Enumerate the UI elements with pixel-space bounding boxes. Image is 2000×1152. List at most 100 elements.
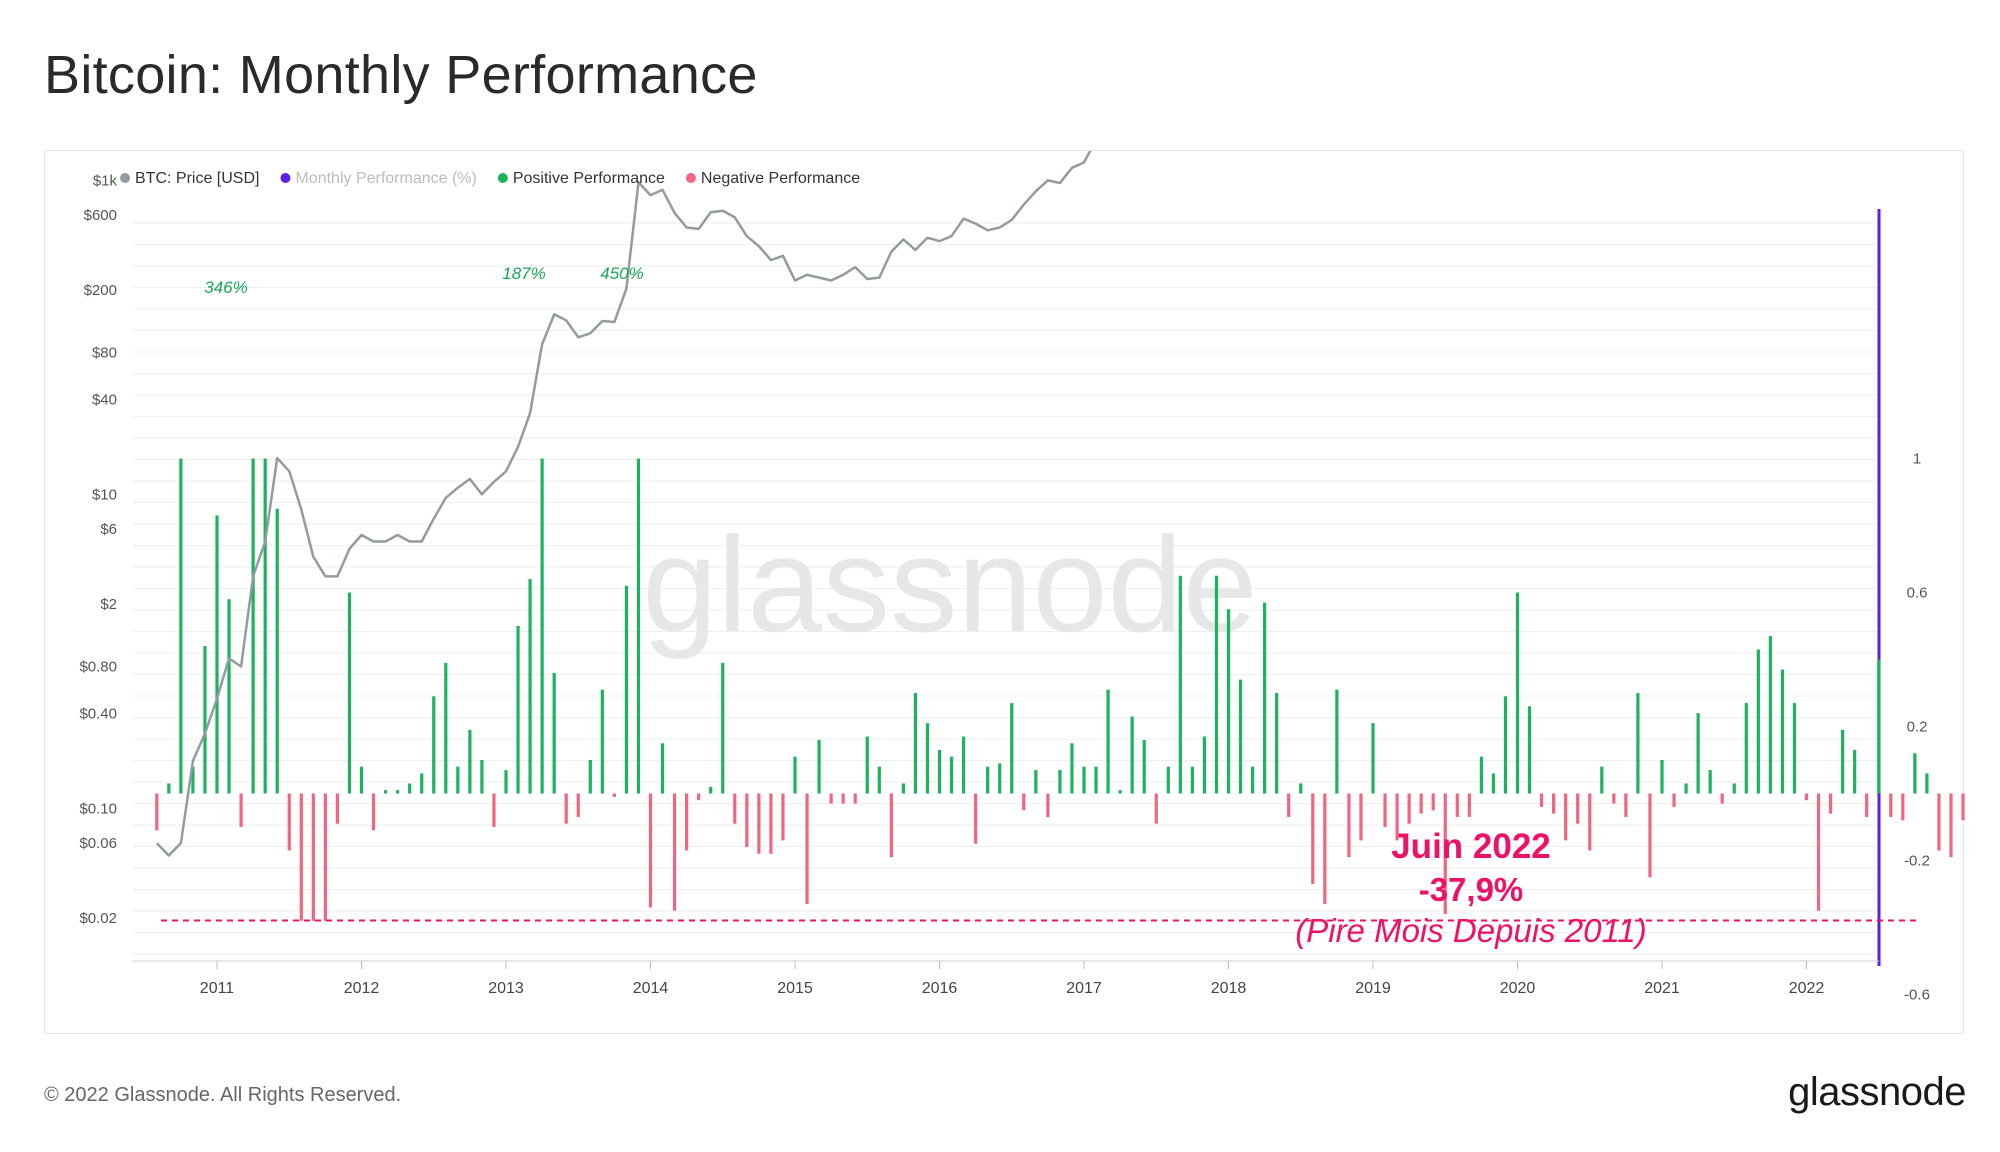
- positive-bar: [1214, 575, 1219, 794]
- negative-bar: [1419, 793, 1423, 814]
- positive-bar: [1250, 766, 1255, 794]
- negative-bar: [805, 793, 809, 905]
- positive-bar: [793, 756, 797, 794]
- negative-bar: [1443, 793, 1447, 915]
- x-tick-label: 2013: [488, 980, 524, 997]
- positive-bar: [444, 662, 448, 794]
- positive-bar: [1780, 669, 1785, 794]
- negative-bar: [1949, 793, 1953, 858]
- negative-bar: [335, 793, 340, 824]
- positive-bar: [1732, 783, 1736, 794]
- positive-bar: [1479, 756, 1483, 794]
- y-left-tick-label: $6: [100, 521, 117, 538]
- negative-bar: [1287, 793, 1291, 817]
- negative-bar: [323, 793, 327, 921]
- negative-bar: [733, 793, 737, 824]
- y-right-tick-label: 1: [1913, 451, 1921, 468]
- negative-bar: [769, 793, 773, 854]
- negative-bar: [1720, 793, 1724, 804]
- positive-bar: [468, 729, 472, 794]
- price-line: [155, 151, 1092, 857]
- chart-panel: glassnode $100k$60k$20k$8k$4k$1k$600$200$…: [44, 150, 1965, 1034]
- legend-marker: [120, 173, 130, 183]
- x-tick-label: 2017: [1066, 980, 1102, 997]
- negative-bar: [1539, 793, 1544, 807]
- positive-bar: [925, 723, 930, 794]
- positive-bar: [1202, 736, 1207, 794]
- positive-bar: [540, 458, 544, 794]
- x-tick-label: 2021: [1644, 980, 1680, 997]
- y-axis-right: 1 0.6 0.2 -0.2 -0.6: [1904, 451, 1930, 1004]
- positive-bar: [383, 790, 388, 794]
- y-left-tick-label: $0.40: [79, 706, 117, 723]
- x-tick-label: 2016: [922, 980, 958, 997]
- negative-bar: [1804, 793, 1809, 801]
- positive-bar: [347, 592, 352, 794]
- positive-bar: [179, 458, 183, 794]
- legend-marker: [497, 173, 508, 183]
- y-left-tick-label: $200: [84, 282, 117, 299]
- positive-bar: [1913, 753, 1917, 794]
- negative-bar: [1022, 793, 1026, 811]
- negative-bar: [685, 793, 689, 851]
- negative-bar: [1961, 793, 1965, 821]
- x-tick-label: 2022: [1789, 980, 1825, 997]
- y-left-tick-label: $0.06: [79, 835, 117, 852]
- positive-bar: [1299, 783, 1303, 794]
- page-title: Bitcoin: Monthly Performance: [44, 45, 758, 105]
- negative-bar: [1588, 793, 1592, 851]
- negative-bar: [1359, 793, 1363, 841]
- positive-bar: [1660, 760, 1664, 794]
- plot-area: [133, 209, 1879, 961]
- x-tick-label: 2020: [1500, 980, 1536, 997]
- positive-bar: [167, 783, 171, 794]
- positive-bar: [865, 736, 869, 794]
- negative-bar: [853, 793, 857, 804]
- legend-item-label: Positive Performance: [513, 170, 665, 187]
- positive-bar: [263, 458, 267, 794]
- negative-bar: [1624, 793, 1628, 817]
- negative-bar: [1323, 793, 1327, 905]
- legend-item-label: Negative Performance: [701, 170, 860, 187]
- positive-bar: [1925, 773, 1929, 794]
- negative-bar: [1552, 793, 1556, 814]
- positive-bar: [709, 786, 713, 794]
- positive-bar: [1684, 783, 1688, 794]
- negative-bar: [672, 793, 677, 911]
- y-axis-left: $100k$60k$20k$8k$4k$1k$600$200$80$40$10$…: [79, 172, 117, 927]
- y-left-tick-label: $2: [100, 596, 117, 613]
- positive-bar: [1527, 706, 1532, 794]
- positive-bar: [528, 579, 532, 794]
- y-left-tick-label: $0.80: [79, 658, 117, 675]
- positive-bar: [227, 599, 231, 794]
- positive-bar: [1877, 659, 1881, 794]
- positive-bar: [191, 766, 195, 794]
- callout-title: Juin 2022: [1391, 827, 1551, 866]
- positive-bar: [1744, 703, 1748, 794]
- x-tick-label: 2011: [200, 980, 235, 997]
- watermark-text: glassnode: [642, 509, 1257, 660]
- positive-bar: [359, 766, 364, 794]
- negative-bar: [1383, 793, 1387, 827]
- positive-bar: [1190, 766, 1194, 794]
- legend-marker: [280, 173, 291, 183]
- negative-bar: [1937, 793, 1941, 851]
- positive-bar: [1010, 703, 1014, 794]
- y-left-tick-label: $10: [92, 486, 117, 503]
- negative-bar: [1672, 793, 1676, 807]
- negative-bar: [1576, 793, 1580, 824]
- positive-bar: [1371, 723, 1375, 794]
- peak-label: 346%: [204, 278, 247, 297]
- legend-item-label: Monthly Performance (%): [295, 170, 476, 187]
- positive-bar: [1515, 592, 1520, 794]
- positive-bar: [432, 696, 436, 794]
- positive-bar: [420, 773, 424, 794]
- y-right-tick-label: -0.2: [1904, 853, 1930, 870]
- negative-bar: [239, 793, 243, 827]
- y-right-tick-label: 0.6: [1907, 585, 1928, 602]
- positive-bar: [721, 662, 725, 794]
- negative-bar: [1395, 793, 1399, 841]
- negative-bar: [1407, 793, 1411, 824]
- callout-note: (Pire Mois Depuis 2011): [1295, 912, 1647, 949]
- negative-bar: [287, 793, 291, 851]
